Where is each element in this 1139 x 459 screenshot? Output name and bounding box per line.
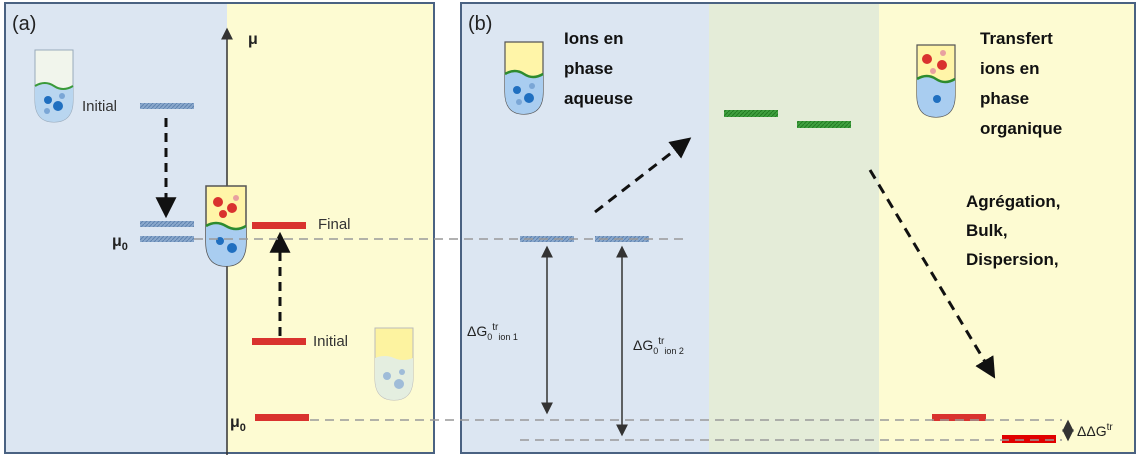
panel-b-frame (460, 2, 1136, 454)
green-level-2 (797, 121, 851, 128)
aqueous-title: Ions en phase aqueuse (564, 29, 633, 108)
red-level-organic-1 (932, 414, 986, 421)
red-level-organic-2 (1002, 435, 1056, 443)
test-tube-organic-icon (374, 327, 414, 401)
arrow-down-organic (868, 169, 996, 379)
red-level-mu0 (255, 414, 309, 421)
red-level-final (252, 222, 306, 229)
panel-b-aqueous-bg (461, 3, 709, 453)
organic-title: Transfert ions en phase organique (980, 29, 1062, 138)
final-label: Final (318, 216, 351, 233)
ddg-label: ΔΔGtr (1077, 422, 1113, 439)
test-tube-aqueous-b-icon (504, 41, 544, 115)
panel-a: (a) μ Initial μ0 Final Initial μ0 (4, 2, 435, 455)
dg-ion1-label: ΔG0trion 1 (467, 322, 518, 342)
blue-level-initial (140, 103, 194, 109)
initial-right-label: Initial (313, 333, 348, 350)
panel-a-frame (4, 2, 435, 454)
panel-b: (b) Ions en phase aqueuse Transfert ions… (460, 2, 1136, 454)
blue-level-final-1 (140, 221, 194, 227)
blue-level-final-2 (140, 236, 194, 242)
panel-b-label: (b) (468, 13, 492, 35)
guide-lines (194, 238, 1062, 441)
process-list: Agrégation, Bulk, Dispersion, (966, 192, 1065, 269)
test-tube-organic-b-icon (916, 44, 956, 118)
test-tube-aqueous-icon (34, 49, 74, 123)
panel-a-label: (a) (12, 13, 36, 35)
arrow-up-interface (594, 137, 692, 214)
mu-axis-label: μ (248, 31, 258, 48)
red-level-initial (252, 338, 306, 345)
initial-left-label: Initial (82, 98, 117, 115)
green-level-1 (724, 110, 778, 117)
test-tube-center-icon (205, 185, 247, 267)
panel-b-interface-bg (709, 3, 879, 453)
mu0-right-label: μ0 (230, 414, 246, 434)
mu0-left-label: μ0 (112, 233, 128, 253)
dg-ion2-label: ΔG0trion 2 (633, 336, 684, 356)
